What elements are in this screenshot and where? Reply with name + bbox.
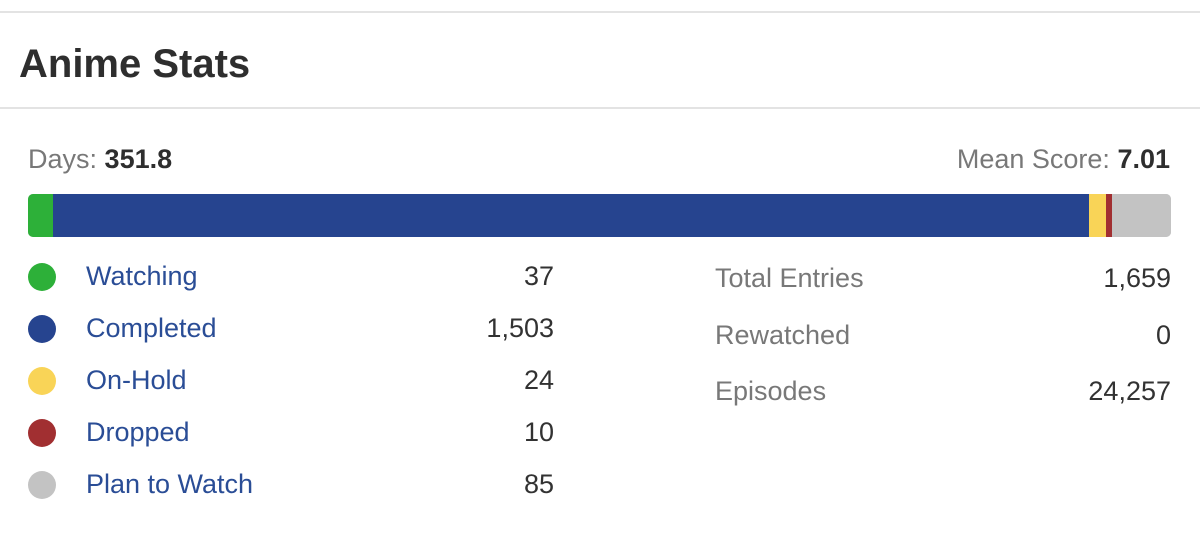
section-title: Anime Stats: [19, 42, 251, 86]
completed-link[interactable]: Completed: [86, 313, 217, 343]
bar-segment-completed: [53, 194, 1089, 237]
legend-row-plan-to-watch: Plan to Watch 85: [28, 460, 554, 512]
bar-segment-dropped: [1105, 194, 1113, 237]
totals-panel: Total Entries 1,659 Rewatched 0 Episodes…: [715, 256, 1171, 426]
watching-dot-icon: [28, 263, 56, 291]
legend-row-completed: Completed 1,503: [28, 304, 554, 356]
status-legend: Watching 37 Completed 1,503 On-Hold 24 D…: [28, 252, 554, 512]
bar-segment-on-hold: [1089, 194, 1106, 237]
bar-segment-plan-to-watch: [1112, 194, 1171, 237]
completed-count: 1,503: [486, 313, 554, 343]
total-entries-row: Total Entries 1,659: [715, 256, 1171, 313]
mean-score-stat: Mean Score: 7.01: [957, 143, 1170, 175]
dropped-link[interactable]: Dropped: [86, 417, 190, 447]
rewatched-row: Rewatched 0: [715, 313, 1171, 370]
on-hold-link[interactable]: On-Hold: [86, 365, 187, 395]
on-hold-count: 24: [523, 365, 554, 395]
rewatched-label: Rewatched: [715, 319, 851, 350]
episodes-value: 24,257: [1088, 376, 1171, 406]
watching-link[interactable]: Watching: [86, 261, 198, 291]
plan-to-watch-dot-icon: [28, 471, 56, 499]
dropped-count: 10: [523, 417, 554, 447]
plan-to-watch-link[interactable]: Plan to Watch: [86, 469, 254, 499]
mean-score-value: 7.01: [1117, 144, 1170, 174]
days-label: Days:: [28, 144, 98, 174]
legend-row-dropped: Dropped 10: [28, 408, 554, 460]
days-stat: Days: 351.8: [28, 143, 172, 175]
bar-segment-watching: [28, 194, 54, 237]
status-progress-bar: [28, 194, 1171, 237]
episodes-row: Episodes 24,257: [715, 369, 1171, 426]
watching-count: 37: [523, 261, 554, 291]
total-entries-label: Total Entries: [715, 263, 864, 293]
mean-score-label: Mean Score:: [956, 144, 1110, 174]
rewatched-value: 0: [1155, 319, 1171, 350]
completed-dot-icon: [28, 315, 56, 343]
top-divider: [0, 11, 1200, 13]
legend-row-on-hold: On-Hold 24: [28, 356, 554, 408]
days-value: 351.8: [104, 144, 173, 174]
legend-row-watching: Watching 37: [28, 252, 554, 304]
title-divider: [0, 107, 1200, 109]
on-hold-dot-icon: [28, 367, 56, 395]
plan-to-watch-count: 85: [523, 469, 554, 499]
episodes-label: Episodes: [715, 376, 827, 406]
dropped-dot-icon: [28, 419, 56, 447]
total-entries-value: 1,659: [1103, 263, 1171, 293]
